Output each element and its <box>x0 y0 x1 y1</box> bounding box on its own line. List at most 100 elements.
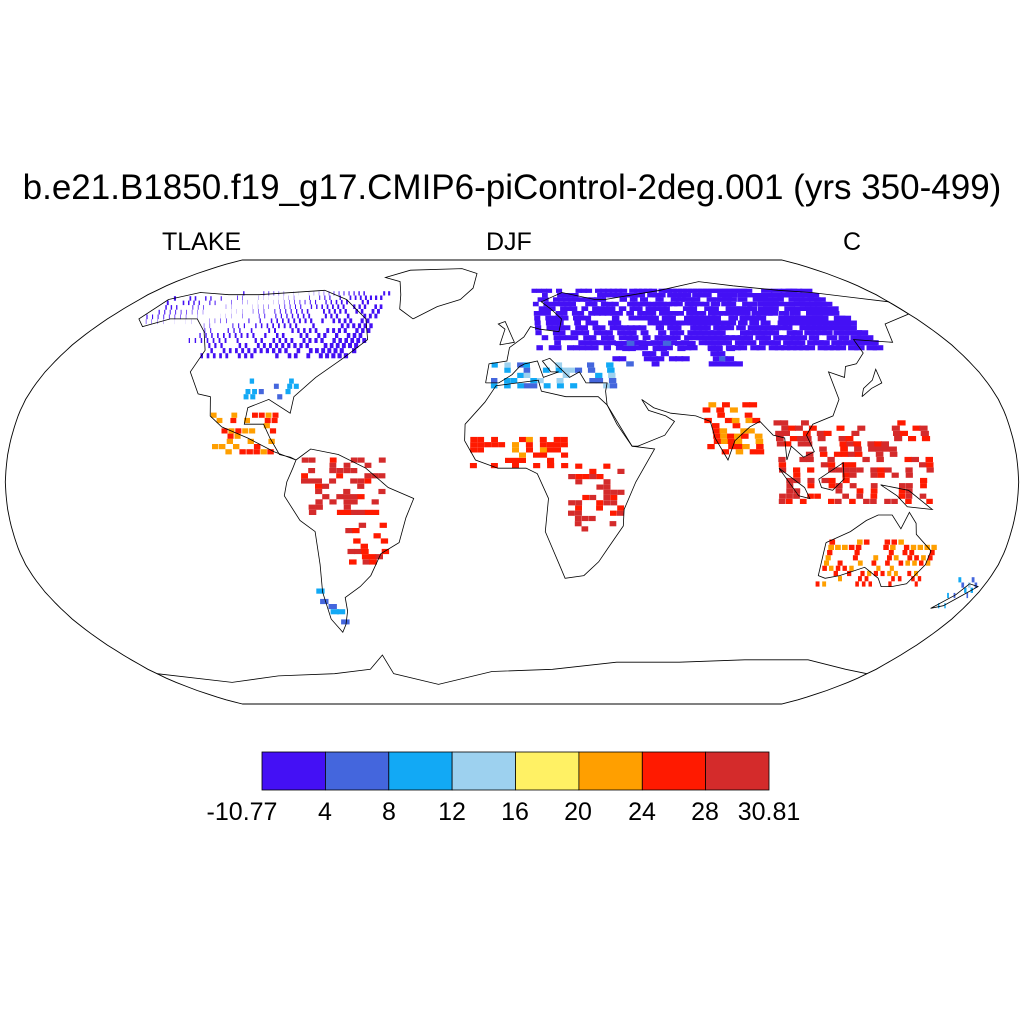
data-cell <box>708 361 718 367</box>
data-cell <box>539 311 546 316</box>
data-cell <box>741 288 753 293</box>
data-cell <box>938 603 940 609</box>
data-cell <box>846 441 855 447</box>
data-cell <box>807 477 815 484</box>
data-cell <box>267 449 274 455</box>
data-cell <box>727 297 737 302</box>
data-cell <box>741 433 749 439</box>
data-cell <box>615 325 624 331</box>
data-cell <box>203 305 204 310</box>
data-cell <box>614 288 623 293</box>
data-cell <box>794 320 806 326</box>
data-cell <box>840 451 849 457</box>
data-cell <box>188 300 190 306</box>
data-cell <box>821 477 829 484</box>
data-cell <box>560 306 567 311</box>
data-cell <box>817 315 829 321</box>
data-cell <box>595 288 603 293</box>
coastline <box>880 484 934 511</box>
data-cell <box>238 323 240 329</box>
data-cell <box>639 315 648 321</box>
data-cell <box>533 452 540 458</box>
data-cell <box>706 297 716 302</box>
data-cell <box>831 340 842 346</box>
data-cell <box>675 340 684 346</box>
data-cell <box>559 335 567 341</box>
data-cell <box>567 293 574 298</box>
data-cell <box>552 325 559 331</box>
data-cell <box>214 343 217 349</box>
data-cell <box>585 301 593 307</box>
data-cell <box>258 389 264 395</box>
data-cell <box>891 576 895 582</box>
data-cell <box>917 576 922 582</box>
data-cell <box>861 581 866 587</box>
data-cell <box>863 498 870 504</box>
data-cell <box>355 328 359 333</box>
data-cell <box>870 472 878 478</box>
data-cell <box>246 449 253 455</box>
data-cell <box>548 301 555 307</box>
data-cell <box>730 306 741 311</box>
data-cell <box>329 295 331 300</box>
data-cell <box>565 306 572 311</box>
data-cell <box>226 438 233 444</box>
data-cell <box>590 301 598 307</box>
data-cell <box>814 297 826 302</box>
data-cell <box>783 320 794 326</box>
data-cell <box>208 343 211 349</box>
data-cell <box>783 340 794 346</box>
data-cell <box>735 449 744 455</box>
data-cell <box>519 436 526 443</box>
data-cell <box>862 456 870 463</box>
data-cell <box>320 338 324 343</box>
data-cell <box>747 325 758 331</box>
data-cell <box>903 544 910 550</box>
data-cell <box>856 493 864 499</box>
data-cell <box>645 315 654 321</box>
coastline <box>138 289 369 461</box>
data-cell <box>491 442 498 448</box>
data-cell <box>299 299 301 305</box>
data-cell <box>575 500 583 506</box>
data-cell <box>610 494 618 501</box>
data-cell <box>920 430 929 436</box>
data-cell <box>713 433 721 439</box>
data-cell <box>260 449 267 455</box>
data-cell <box>784 306 796 311</box>
data-cell <box>378 473 386 479</box>
data-cell <box>343 488 351 495</box>
data-cell <box>711 297 722 302</box>
coastline <box>464 379 656 579</box>
data-cell <box>627 301 635 307</box>
data-cell <box>849 483 857 489</box>
data-cell <box>768 306 779 311</box>
data-cell <box>585 320 593 326</box>
data-cell <box>562 367 570 373</box>
data-cell <box>554 340 561 346</box>
data-cell <box>308 504 316 510</box>
coastline <box>817 511 932 587</box>
data-cell <box>266 323 269 329</box>
data-cell <box>710 330 720 336</box>
data-cell <box>719 356 728 362</box>
data-cell <box>810 325 822 331</box>
data-cell <box>151 319 152 325</box>
data-cell <box>264 313 266 319</box>
data-cell <box>597 293 605 298</box>
data-cell <box>622 293 630 298</box>
data-cell <box>254 338 257 343</box>
data-cell <box>319 295 321 300</box>
data-cell <box>608 320 616 326</box>
data-cell <box>484 442 491 448</box>
data-cell <box>558 325 565 331</box>
data-cell <box>619 297 627 302</box>
data-cell <box>698 340 708 346</box>
data-cell <box>640 345 649 351</box>
data-cell <box>734 438 743 444</box>
data-cell <box>299 333 303 338</box>
data-cell <box>380 295 383 300</box>
data-cell <box>642 335 651 341</box>
data-cell <box>347 548 356 555</box>
colorbar-swatch <box>578 751 643 791</box>
